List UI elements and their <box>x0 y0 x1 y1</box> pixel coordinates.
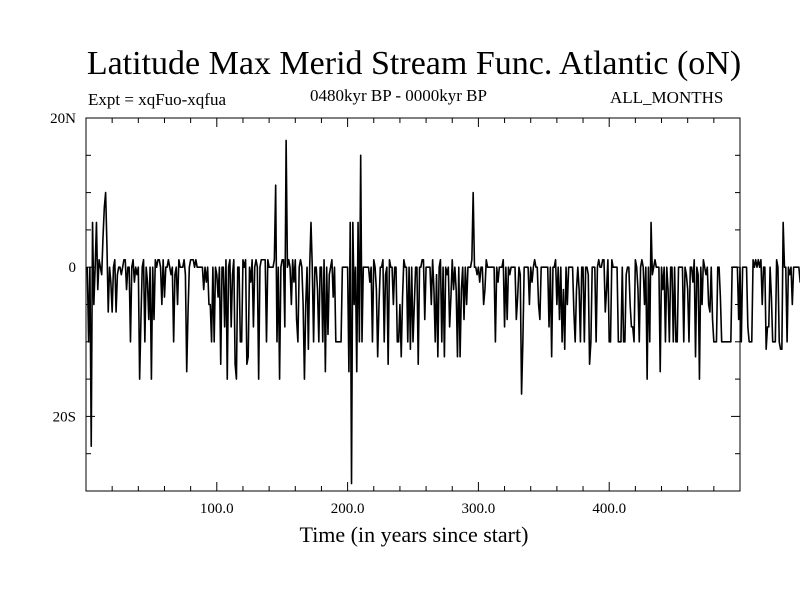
chart-title: Latitude Max Merid Stream Func. Atlantic… <box>86 45 742 82</box>
series-line <box>86 139 800 485</box>
period-label: 0480kyr BP - 0000kyr BP <box>310 86 487 105</box>
y-tick-label: 20S <box>53 409 76 425</box>
x-tick-label: 100.0 <box>200 501 234 517</box>
x-tick-label: 300.0 <box>462 501 496 517</box>
y-tick-label: 20N <box>50 111 76 127</box>
experiment-label: Expt = xqFuo-xqfua <box>88 90 227 109</box>
axis-ticks: 100.0 200.0 300.0 400.0 20N 0 20S <box>50 111 740 517</box>
x-tick-label: 400.0 <box>592 501 626 517</box>
y-tick-label: 0 <box>69 260 77 276</box>
x-axis-title: Time (in years since start) <box>299 522 529 547</box>
months-label: ALL_MONTHS <box>610 88 724 107</box>
x-tick-label: 200.0 <box>331 501 365 517</box>
